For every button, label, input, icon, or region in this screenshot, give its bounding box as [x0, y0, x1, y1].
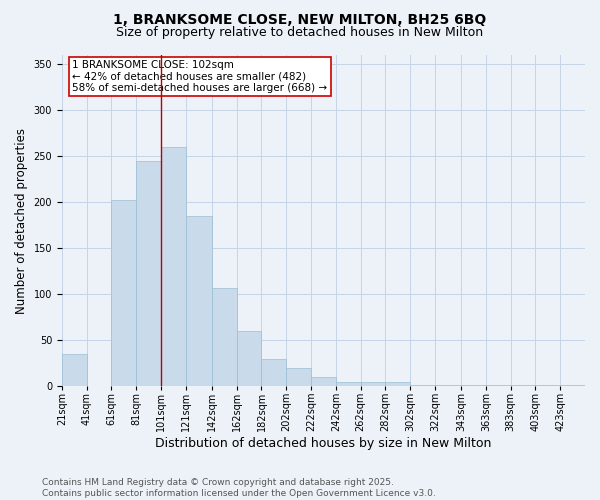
- Bar: [361, 382, 385, 386]
- Bar: [161, 147, 186, 386]
- Bar: [62, 354, 86, 386]
- Y-axis label: Number of detached properties: Number of detached properties: [15, 128, 28, 314]
- Bar: [186, 216, 212, 386]
- Bar: [410, 384, 435, 386]
- X-axis label: Distribution of detached houses by size in New Milton: Distribution of detached houses by size …: [155, 437, 491, 450]
- Bar: [286, 368, 311, 386]
- Bar: [461, 384, 486, 386]
- Text: 1 BRANKSOME CLOSE: 102sqm
← 42% of detached houses are smaller (482)
58% of semi: 1 BRANKSOME CLOSE: 102sqm ← 42% of detac…: [73, 60, 328, 93]
- Text: 1, BRANKSOME CLOSE, NEW MILTON, BH25 6BQ: 1, BRANKSOME CLOSE, NEW MILTON, BH25 6BQ: [113, 12, 487, 26]
- Bar: [385, 382, 410, 386]
- Bar: [336, 382, 361, 386]
- Bar: [136, 161, 161, 386]
- Bar: [112, 200, 136, 386]
- Bar: [236, 331, 262, 386]
- Bar: [212, 288, 236, 386]
- Bar: [311, 377, 336, 386]
- Text: Size of property relative to detached houses in New Milton: Size of property relative to detached ho…: [116, 26, 484, 39]
- Bar: [560, 384, 585, 386]
- Text: Contains HM Land Registry data © Crown copyright and database right 2025.
Contai: Contains HM Land Registry data © Crown c…: [42, 478, 436, 498]
- Bar: [262, 359, 286, 386]
